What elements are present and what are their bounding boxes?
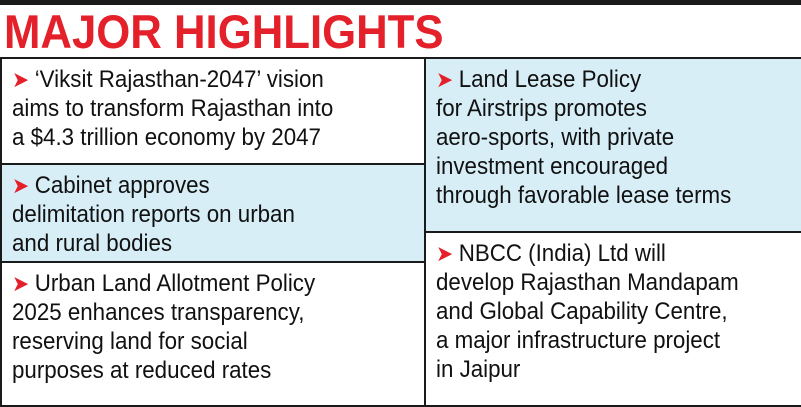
top-rule [0,0,801,5]
red-arrow-bullet-icon: ➤ [436,241,454,266]
highlight-item: ➤ ‘Viksit Rajasthan-2047’ vision aims to … [2,59,424,163]
highlights-grid: ➤ ‘Viksit Rajasthan-2047’ vision aims to … [0,57,801,407]
red-arrow-bullet-icon: ➤ [12,173,30,198]
highlight-item: ➤ Land Lease Policy for Airstrips promote… [426,59,801,231]
header: MAJOR HIGHLIGHTS [0,5,801,57]
red-arrow-bullet-icon: ➤ [12,67,30,92]
highlight-item: ➤ Cabinet approves delimitation reports o… [2,165,424,261]
page-title: MAJOR HIGHLIGHTS [4,5,444,58]
red-arrow-bullet-icon: ➤ [436,67,454,92]
highlight-item: ➤ NBCC (India) Ltd will develop Rajasthan… [426,233,801,405]
highlight-item: ➤ Urban Land Allotment Policy 2025 enhanc… [2,263,424,405]
red-arrow-bullet-icon: ➤ [12,271,30,296]
